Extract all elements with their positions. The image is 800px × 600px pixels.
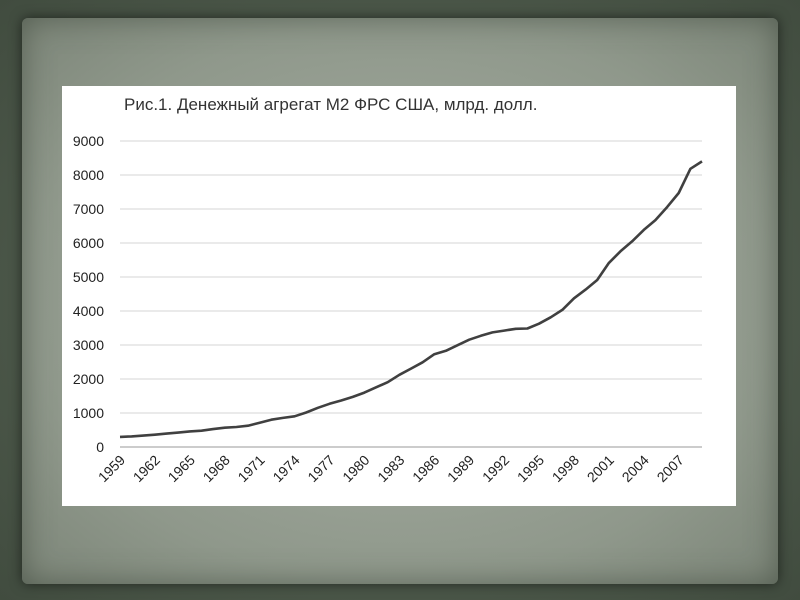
x-tick-label: 1989	[444, 452, 477, 485]
y-tick-label: 4000	[73, 303, 104, 319]
x-tick-label: 1965	[165, 452, 198, 485]
y-tick-label: 0	[96, 439, 104, 455]
x-tick-label: 1998	[549, 452, 582, 485]
x-tick-label: 1995	[514, 452, 547, 485]
y-tick-label: 9000	[73, 133, 104, 149]
y-tick-label: 6000	[73, 235, 104, 251]
y-tick-label: 8000	[73, 167, 104, 183]
x-tick-label: 1968	[200, 452, 233, 485]
y-tick-label: 3000	[73, 337, 104, 353]
series-line	[119, 160, 703, 439]
x-tick-label: 1980	[339, 452, 372, 485]
line-chart: Рис.1. Денежный агрегат М2 ФРС США, млрд…	[73, 95, 703, 485]
y-tick-label: 1000	[73, 405, 104, 421]
x-tick-label: 1977	[304, 452, 337, 485]
x-tick-label: 1959	[95, 452, 128, 485]
y-tick-label: 5000	[73, 269, 104, 285]
chart-title: Рис.1. Денежный агрегат М2 ФРС США, млрд…	[124, 95, 537, 114]
x-tick-label: 1986	[409, 452, 442, 485]
x-tick-label: 2004	[619, 452, 652, 485]
x-tick-label: 1974	[269, 452, 302, 485]
y-tick-label: 7000	[73, 201, 104, 217]
y-tick-label: 2000	[73, 371, 104, 387]
x-tick-label: 1962	[130, 452, 163, 485]
x-tick-label: 2001	[584, 452, 617, 485]
x-tick-label: 2007	[653, 452, 686, 485]
chart-card: Рис.1. Денежный агрегат М2 ФРС США, млрд…	[62, 86, 736, 506]
x-tick-label: 1983	[374, 452, 407, 485]
x-tick-label: 1992	[479, 452, 512, 485]
x-tick-label: 1971	[234, 452, 267, 485]
